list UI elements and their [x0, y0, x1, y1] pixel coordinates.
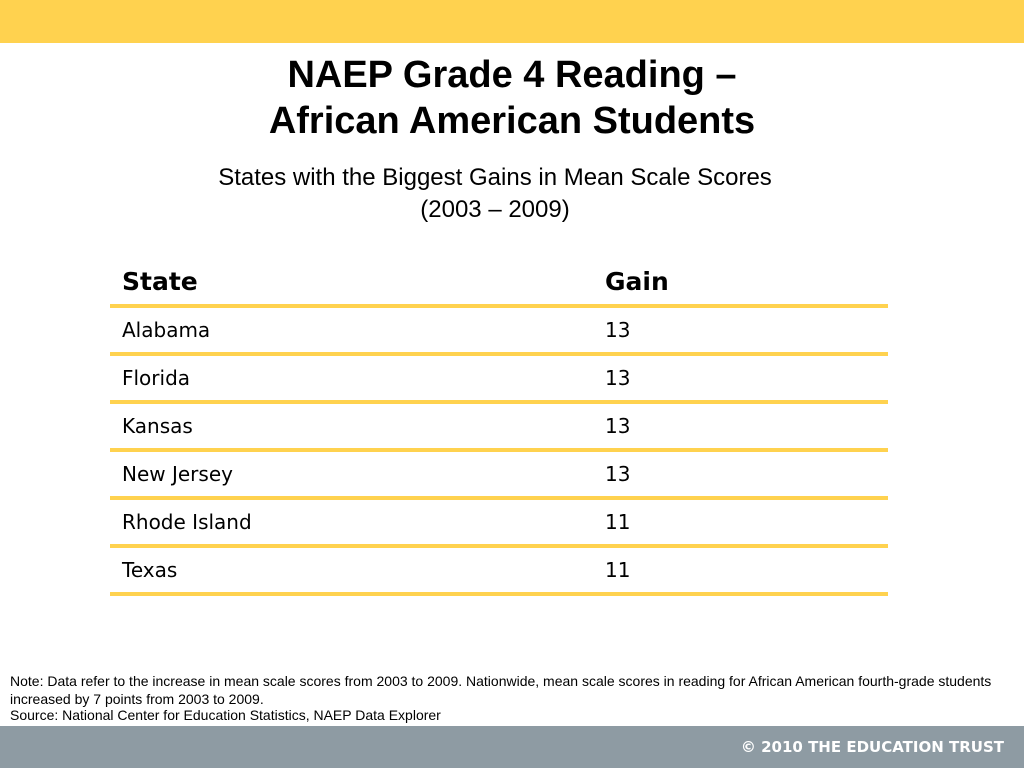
copyright-text: © 2010 THE EDUCATION TRUST	[740, 738, 1004, 756]
title-line-2: African American Students	[268, 100, 756, 142]
table-row: Texas 11	[110, 546, 888, 596]
header-state: State	[110, 258, 593, 308]
cell-state: New Jersey	[110, 450, 593, 500]
table-row: Florida 13	[110, 354, 888, 404]
cell-gain: 11	[593, 546, 888, 596]
footnote: Note: Data refer to the increase in mean…	[10, 673, 992, 707]
cell-state: Alabama	[110, 306, 593, 356]
gains-table: State Gain Alabama 13 Florida 13 Kansas …	[110, 258, 888, 596]
table-row: New Jersey 13	[110, 450, 888, 500]
cell-state: Florida	[110, 354, 593, 404]
table-row: Kansas 13	[110, 402, 888, 452]
cell-state: Kansas	[110, 402, 593, 452]
cell-state: Texas	[110, 546, 593, 596]
cell-gain: 13	[593, 354, 888, 404]
cell-state: Rhode Island	[110, 498, 593, 548]
header-gain: Gain	[593, 258, 888, 308]
subtitle-line-1: States with the Biggest Gains in Mean Sc…	[218, 164, 772, 191]
cell-gain: 13	[593, 402, 888, 452]
subtitle-line-2: (2003 – 2009)	[420, 196, 570, 223]
source-note: Source: National Center for Education St…	[10, 707, 441, 723]
page-subtitle: States with the Biggest Gains in Mean Sc…	[0, 162, 990, 226]
table-row: Alabama 13	[110, 306, 888, 356]
bottom-bar: © 2010 THE EDUCATION TRUST	[0, 726, 1024, 768]
top-accent-bar	[0, 0, 1024, 43]
cell-gain: 13	[593, 306, 888, 356]
page-title: NAEP Grade 4 Reading – African American …	[0, 52, 1024, 144]
table-row: Rhode Island 11	[110, 498, 888, 548]
table-header-row: State Gain	[110, 258, 888, 308]
cell-gain: 11	[593, 498, 888, 548]
title-line-1: NAEP Grade 4 Reading –	[287, 54, 737, 96]
cell-gain: 13	[593, 450, 888, 500]
